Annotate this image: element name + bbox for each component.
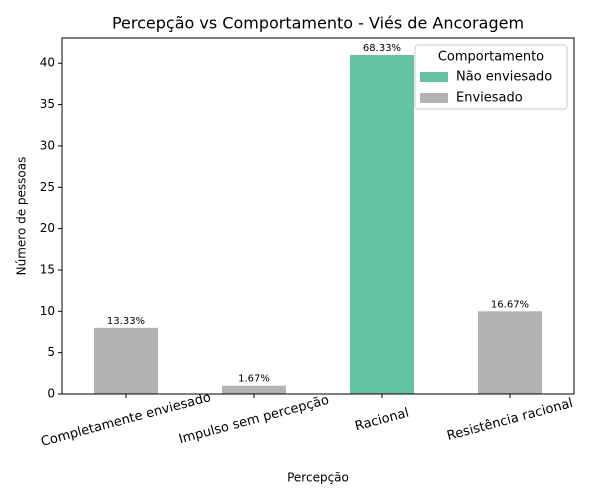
bar-label: 13.33% (107, 316, 145, 327)
legend-swatch (420, 72, 448, 82)
y-tick-label: 15 (40, 262, 55, 276)
x-tick-label: Resistência racional (445, 396, 574, 444)
y-tick-label: 30 (40, 138, 55, 152)
plot-frame (61, 37, 575, 395)
bar-segment (478, 311, 542, 394)
chart-title: Percepção vs Comportamento - Viés de Anc… (112, 14, 524, 33)
legend-title: Comportamento (438, 50, 544, 65)
x-tick-label: Racional (353, 406, 410, 435)
bar-segment (350, 54, 414, 394)
y-axis-label: Número de pessoas (15, 157, 29, 276)
y-tick-label: 5 (47, 345, 55, 359)
legend-label: Enviesado (456, 91, 523, 106)
bar-segment (94, 327, 158, 394)
bar-label: 68.33% (363, 43, 401, 54)
y-tick-label: 10 (40, 304, 55, 318)
legend-box (414, 44, 568, 110)
x-axis-label: Percepção (287, 471, 349, 485)
bar-segment (222, 385, 286, 394)
bar-label: 16.67% (491, 299, 529, 310)
legend-swatch (420, 93, 448, 103)
y-tick-label: 40 (40, 56, 55, 70)
y-tick-label: 35 (40, 97, 55, 111)
y-tick-label: 20 (40, 221, 55, 235)
y-tick-label: 25 (40, 180, 55, 194)
y-tick-label: 0 (47, 387, 55, 401)
legend-label: Não enviesado (456, 70, 552, 85)
bar-label: 1.67% (238, 374, 270, 385)
